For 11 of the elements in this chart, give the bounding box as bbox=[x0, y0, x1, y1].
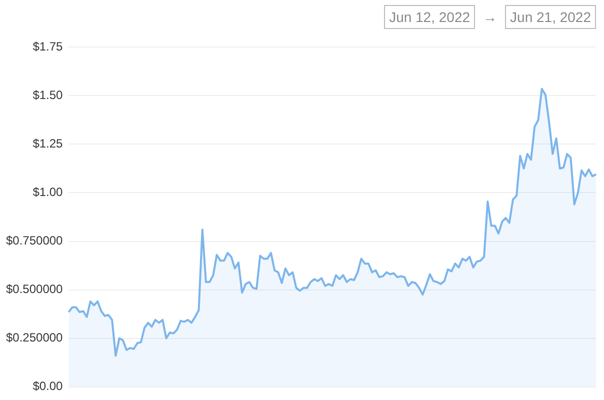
y-tick-label: $1.50 bbox=[32, 88, 64, 102]
y-tick-label: $1.75 bbox=[32, 40, 64, 54]
text: → bbox=[483, 9, 498, 25]
y-tick-label: $1.00 bbox=[32, 185, 64, 200]
y-tick-label: $0.00 bbox=[32, 379, 64, 394]
y-tick-label: $0.500000 bbox=[6, 282, 64, 296]
y-tick-label: $1.25 bbox=[32, 136, 64, 151]
text: Jun 12, 2022 bbox=[384, 5, 476, 29]
y-tick-label: $0.750000 bbox=[6, 234, 64, 248]
y-tick-label: $0.250000 bbox=[6, 330, 64, 345]
text: Jun 21, 2022 bbox=[505, 5, 596, 29]
